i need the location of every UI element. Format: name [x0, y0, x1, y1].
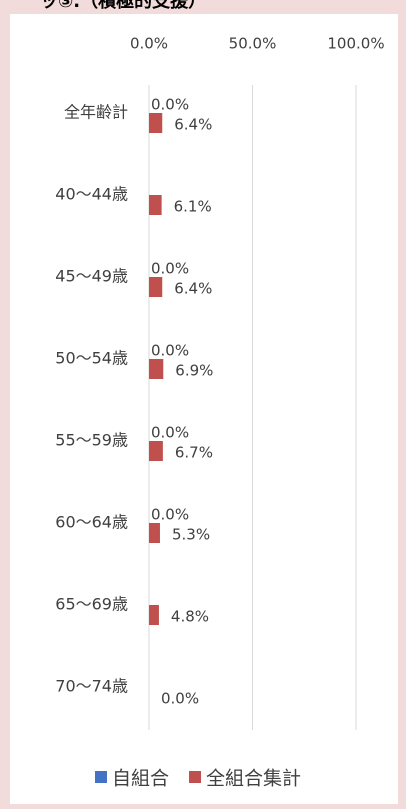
bar [149, 277, 163, 297]
data-label: 6.7% [175, 444, 213, 462]
legend-swatch [95, 771, 107, 783]
x-tick-label: 100.0% [327, 35, 384, 53]
data-label: 0.0% [151, 260, 189, 278]
data-label: 4.8% [171, 608, 209, 626]
y-tick-label: 70〜74歳 [55, 677, 128, 696]
bar [149, 605, 159, 625]
y-tick-label: 60〜64歳 [55, 513, 128, 532]
data-label: 0.0% [151, 424, 189, 442]
data-label: 6.9% [175, 362, 213, 380]
data-label: 0.0% [151, 342, 189, 360]
data-label: 0.0% [161, 690, 199, 708]
chart-title: ッ③.（積極的支援） [40, 0, 206, 12]
legend-label: 自組合 [112, 768, 169, 790]
data-label: 0.0% [151, 506, 189, 524]
data-label: 0.0% [151, 96, 189, 114]
legend-label: 全組合集計 [206, 768, 301, 790]
data-label: 5.3% [172, 526, 210, 544]
data-label: 6.1% [174, 198, 212, 216]
y-tick-label: 50〜54歳 [55, 349, 128, 368]
x-tick-label: 0.0% [130, 35, 168, 53]
data-label: 6.4% [174, 116, 212, 134]
y-tick-label: 全年齢計 [64, 103, 128, 122]
bar [149, 195, 162, 215]
data-label: 6.4% [174, 280, 212, 298]
plot-background [10, 14, 398, 804]
legend-swatch [189, 771, 202, 783]
x-tick-label: 50.0% [229, 35, 277, 53]
bar [149, 441, 163, 461]
bar [149, 523, 160, 543]
y-tick-label: 45〜49歳 [55, 267, 128, 286]
bar [149, 113, 163, 133]
bar [149, 359, 164, 379]
y-tick-label: 65〜69歳 [55, 595, 128, 614]
y-tick-label: 40〜44歳 [55, 185, 128, 204]
y-tick-label: 55〜59歳 [55, 431, 128, 450]
